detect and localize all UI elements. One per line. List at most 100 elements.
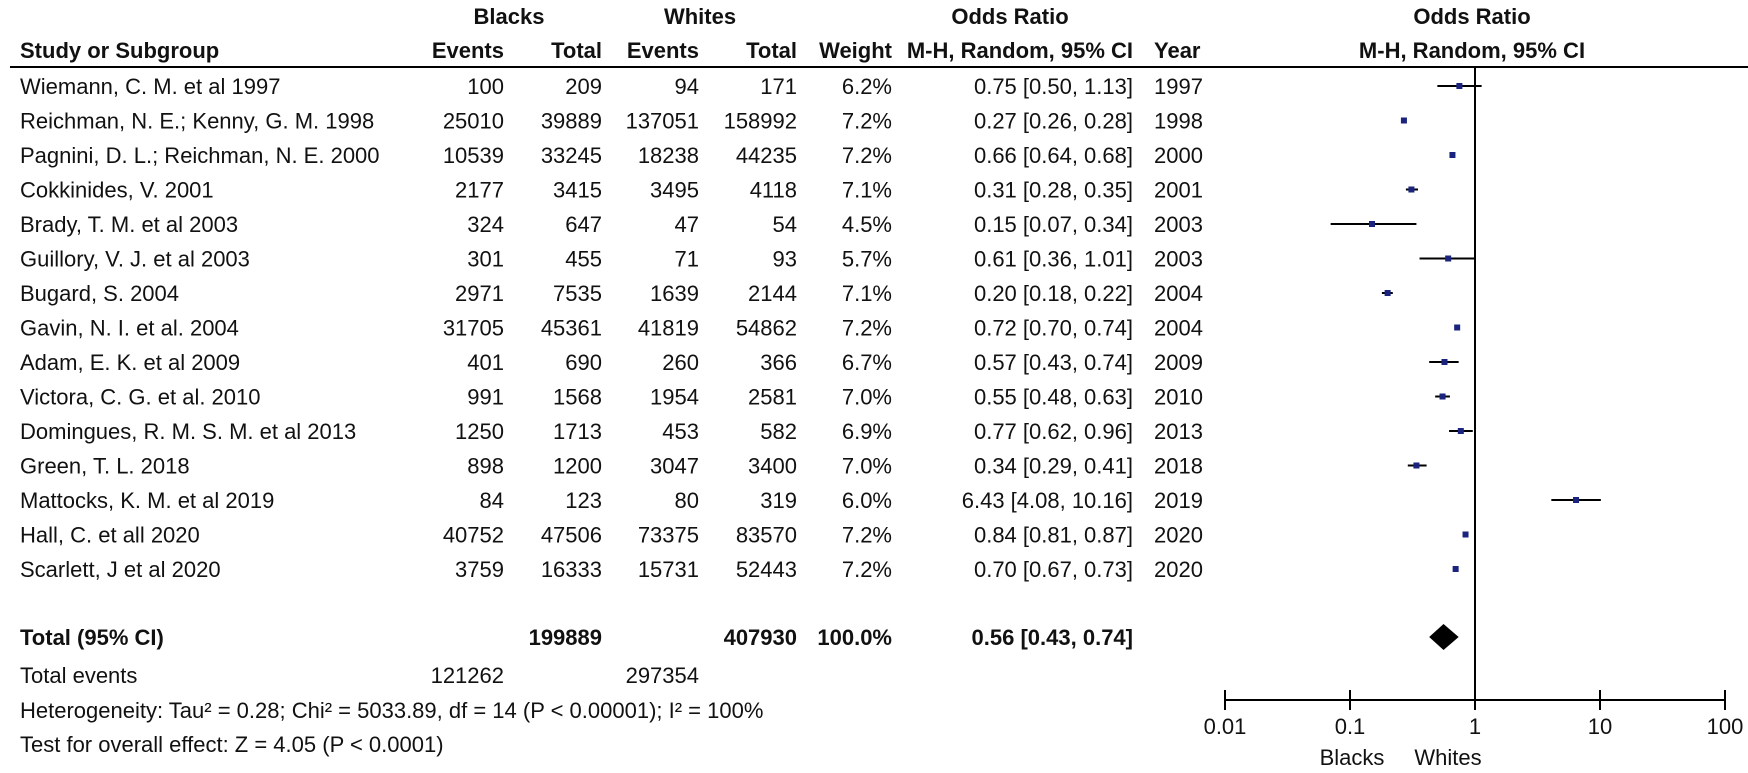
cell-or-text: 0.66 [0.64, 0.68]: [974, 143, 1133, 168]
point-estimate: [1449, 152, 1456, 158]
table-row: Mattocks, K. M. et al 2019 84 123 80 319 6.0%…: [20, 488, 1203, 513]
cell-year: 2020: [1154, 557, 1203, 582]
cell-study: Guillory, V. J. et al 2003: [20, 247, 250, 272]
ci-mark: [1429, 359, 1459, 365]
cell-events2: 80: [675, 488, 699, 513]
ci-mark: [1407, 462, 1427, 469]
cell-weight: 7.2%: [842, 316, 892, 341]
cell-weight: 6.9%: [842, 419, 892, 444]
cell-events2: 137051: [626, 109, 699, 134]
table-row: Scarlett, J et al 2020 3759 16333 15731 5244…: [20, 557, 1203, 582]
ci-mark: [1452, 566, 1459, 572]
cell-events1: 991: [467, 385, 504, 410]
col-study: Study or Subgroup: [20, 38, 219, 63]
cell-study: Hall, C. et all 2020: [20, 523, 200, 548]
heterogeneity-text: Heterogeneity: Tau² = 0.28; Chi² = 5033.…: [20, 698, 763, 723]
ci-mark: [1449, 152, 1456, 158]
cell-total1: 690: [565, 350, 602, 375]
cell-total1: 7535: [553, 281, 602, 306]
total-events2: 297354: [626, 663, 699, 688]
cell-weight: 7.2%: [842, 523, 892, 548]
cell-events2: 1954: [650, 385, 699, 410]
cell-events1: 324: [467, 212, 504, 237]
cell-year: 2004: [1154, 316, 1203, 341]
point-estimate: [1441, 359, 1448, 365]
cell-year: 2009: [1154, 350, 1203, 375]
cell-year: 2003: [1154, 212, 1203, 237]
cell-total1: 45361: [541, 316, 602, 341]
cell-events2: 260: [662, 350, 699, 375]
ci-mark: [1462, 531, 1469, 538]
study-rows: Wiemann, C. M. et al 1997 100 209 94 171 6.2%…: [20, 74, 1203, 582]
tick-label: 1: [1469, 714, 1481, 739]
cell-total2: 366: [760, 350, 797, 375]
header-odds-ratio: Odds Ratio: [951, 4, 1068, 29]
cell-total1: 16333: [541, 557, 602, 582]
pooled-diamond: [1429, 624, 1459, 650]
cell-total2: 319: [760, 488, 797, 513]
cell-events1: 84: [480, 488, 504, 513]
total-row: Total (95% CI) 199889 407930 100.0% 0.56…: [20, 625, 1133, 650]
tick-label: 0.01: [1204, 714, 1247, 739]
cell-events2: 18238: [638, 143, 699, 168]
axis-right-label: Whites: [1414, 745, 1481, 770]
cell-study: Scarlett, J et al 2020: [20, 557, 221, 582]
cell-or-text: 0.34 [0.29, 0.41]: [974, 454, 1133, 479]
cell-weight: 5.7%: [842, 247, 892, 272]
cell-year: 2018: [1154, 454, 1203, 479]
header-plot-odds-ratio: Odds Ratio: [1413, 4, 1530, 29]
table-row: Pagnini, D. L.; Reichman, N. E. 2000 1053…: [20, 143, 1203, 168]
table-row: Hall, C. et all 2020 40752 47506 73375 83570…: [20, 523, 1203, 548]
cell-or-text: 0.61 [0.36, 1.01]: [974, 247, 1133, 272]
cell-total2: 2581: [748, 385, 797, 410]
cell-or-text: 0.20 [0.18, 0.22]: [974, 281, 1133, 306]
table-row: Wiemann, C. M. et al 1997 100 209 94 171 6.2%…: [20, 74, 1203, 99]
cell-events1: 1250: [455, 419, 504, 444]
cell-total1: 1200: [553, 454, 602, 479]
cell-year: 2001: [1154, 178, 1203, 203]
total-total1: 199889: [529, 625, 602, 650]
ci-mark: [1454, 324, 1461, 331]
total-label: Total (95% CI): [20, 625, 164, 650]
table-row: Cokkinides, V. 2001 2177 3415 3495 4118 7.1% 0…: [20, 178, 1203, 203]
cell-or-text: 0.31 [0.28, 0.35]: [974, 178, 1133, 203]
col-plot-method: M-H, Random, 95% CI: [1359, 38, 1585, 63]
table-row: Gavin, N. I. et al. 2004 31705 45361 41819 5…: [20, 316, 1203, 341]
point-estimate: [1439, 393, 1446, 400]
cell-or-text: 0.72 [0.70, 0.74]: [974, 316, 1133, 341]
total-events1: 121262: [431, 663, 504, 688]
cell-events1: 898: [467, 454, 504, 479]
ci-mark: [1449, 428, 1473, 434]
total-total2: 407930: [724, 625, 797, 650]
cell-or-text: 0.55 [0.48, 0.63]: [974, 385, 1133, 410]
cell-events1: 2971: [455, 281, 504, 306]
cell-total1: 39889: [541, 109, 602, 134]
cell-events1: 40752: [443, 523, 504, 548]
cell-events2: 3047: [650, 454, 699, 479]
cell-or-text: 0.84 [0.81, 0.87]: [974, 523, 1133, 548]
point-estimate: [1457, 428, 1464, 434]
cell-weight: 7.1%: [842, 178, 892, 203]
tick-label: 100: [1707, 714, 1744, 739]
table-row: Green, T. L. 2018 898 1200 3047 3400 7.0% 0.34…: [20, 454, 1203, 479]
cell-study: Wiemann, C. M. et al 1997: [20, 74, 280, 99]
cell-total2: 3400: [748, 454, 797, 479]
cell-study: Pagnini, D. L.; Reichman, N. E. 2000: [20, 143, 380, 168]
point-estimate: [1369, 221, 1376, 227]
cell-total1: 3415: [553, 178, 602, 203]
cell-or-text: 0.75 [0.50, 1.13]: [974, 74, 1133, 99]
point-estimate: [1573, 497, 1580, 503]
cell-study: Reichman, N. E.; Kenny, G. M. 1998: [20, 109, 374, 134]
cell-total2: 4118: [750, 178, 797, 203]
cell-or-text: 0.27 [0.26, 0.28]: [974, 109, 1133, 134]
cell-weight: 7.2%: [842, 557, 892, 582]
cell-year: 2020: [1154, 523, 1203, 548]
cell-study: Domingues, R. M. S. M. et al 2013: [20, 419, 356, 444]
cell-total1: 1568: [553, 385, 602, 410]
cell-study: Cokkinides, V. 2001: [20, 178, 214, 203]
cell-total1: 47506: [541, 523, 602, 548]
ci-mark: [1419, 255, 1476, 262]
cell-year: 1998: [1154, 109, 1203, 134]
plot-area: 0.01 0.1 1 10 100 Blacks Whites: [1204, 67, 1744, 770]
